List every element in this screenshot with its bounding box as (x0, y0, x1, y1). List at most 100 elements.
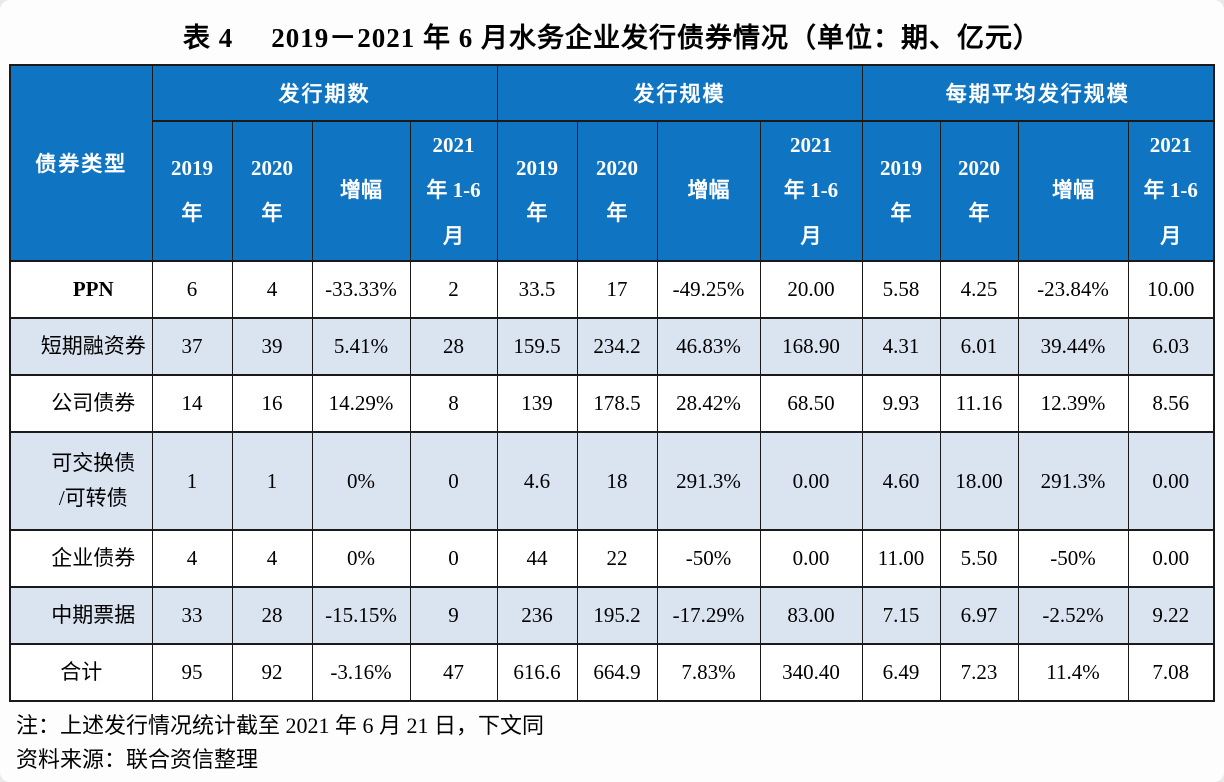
sub-header-count-year-2019: 2019 年 (151, 120, 233, 262)
data-cell: 340.40 (759, 643, 863, 702)
data-cell: -2.52% (1017, 586, 1129, 645)
data-cell: 28.42% (656, 374, 761, 433)
data-cell: 0 (409, 529, 498, 588)
data-cell: 28 (409, 317, 498, 376)
sub-header-scale-year-2020: 2020 年 (576, 120, 658, 262)
data-cell: 18.00 (939, 431, 1019, 531)
row-label: 短期融资券 (9, 317, 153, 376)
data-cell: 234.2 (576, 317, 658, 376)
data-cell: -33.33% (311, 260, 411, 319)
sub-header-avg-year-2019: 2019 年 (861, 120, 941, 262)
col-header-bond-type: 债券类型 (9, 64, 153, 262)
data-cell: 47 (409, 643, 498, 702)
data-cell: -17.29% (656, 586, 761, 645)
data-cell: 6.01 (939, 317, 1019, 376)
data-cell: 7.08 (1127, 643, 1215, 702)
data-cell: 1 (231, 431, 313, 531)
group-header-row: 债券类型 发行期数 发行规模 每期平均发行规模 (9, 64, 1215, 262)
table-row: 企业债券 4 4 0% 0 44 22 -50% 0.00 11.00 5.50 -50% 0.00 (9, 529, 1215, 588)
sub-header-count-year-2020: 2020 年 (231, 120, 313, 262)
data-cell: 12.39% (1017, 374, 1129, 433)
group-header-issue-scale: 发行规模 (496, 64, 863, 122)
data-cell: 20.00 (759, 260, 863, 319)
data-cell: 4 (151, 529, 233, 588)
table-number: 表 4 (183, 22, 234, 53)
data-cell: 0% (311, 529, 411, 588)
data-cell: 2 (409, 260, 498, 319)
data-cell: 6 (151, 260, 233, 319)
data-cell: 0 (409, 431, 498, 531)
sub-header-count-growth: 增幅 (311, 120, 411, 262)
data-cell: 39.44% (1017, 317, 1129, 376)
data-cell: 4 (231, 529, 313, 588)
row-label: 合计 (9, 643, 153, 702)
source-line: 资料来源：联合资信整理 (16, 747, 259, 773)
data-cell: 9.93 (861, 374, 941, 433)
data-cell: 139 (496, 374, 578, 433)
data-cell: 4.25 (939, 260, 1019, 319)
row-label: 中期票据 (9, 586, 153, 645)
bond-issuance-table: 债券类型 发行期数 发行规模 每期平均发行规模 2019 年 2020 年增幅 20… (9, 64, 1215, 702)
data-cell: 6.49 (861, 643, 941, 702)
data-cell: 39 (231, 317, 313, 376)
data-cell: 33 (151, 586, 233, 645)
data-cell: 5.41% (311, 317, 411, 376)
sub-header-scale-growth: 增幅 (656, 120, 761, 262)
sub-header-row: 2019 年 2020 年增幅 2021 年 1-6 月 2019 年 2020 年增幅… (10, 120, 1215, 262)
sub-header-avg-growth: 增幅 (1017, 120, 1129, 262)
data-cell: 5.50 (939, 529, 1019, 588)
data-cell: 0.00 (1127, 529, 1215, 588)
data-cell: -50% (656, 529, 761, 588)
group-header-avg-issue-scale: 每期平均发行规模 (861, 64, 1215, 122)
data-cell: 9 (409, 586, 498, 645)
table-title: 表 4 2019－2021 年 6 月水务企业发行债券情况（单位：期、亿元） (0, 10, 1224, 60)
sub-header-scale-year-2019: 2019 年 (496, 120, 578, 262)
data-cell: 7.23 (939, 643, 1019, 702)
data-cell: 9.22 (1127, 586, 1215, 645)
table-row: 可交换债 /可转债 1 1 0% 0 4.6 18 291.3% 0.00 4.60 18.00 29… (9, 431, 1215, 531)
data-cell: 159.5 (496, 317, 578, 376)
data-cell: 14.29% (311, 374, 411, 433)
data-cell: 168.90 (759, 317, 863, 376)
data-cell: -23.84% (1017, 260, 1129, 319)
sub-header-scale-year-2021-h1: 2021 年 1-6 月 (759, 120, 863, 262)
data-cell: 92 (231, 643, 313, 702)
data-cell: 11.00 (861, 529, 941, 588)
data-cell: 22 (576, 529, 658, 588)
data-cell: 291.3% (1017, 431, 1129, 531)
data-cell: 68.50 (759, 374, 863, 433)
row-label: 可交换债 /可转债 (9, 431, 153, 531)
data-cell: 195.2 (576, 586, 658, 645)
data-cell: 16 (231, 374, 313, 433)
sub-header-avg-year-2021-h1: 2021 年 1-6 月 (1127, 120, 1215, 262)
row-label: PPN (9, 260, 153, 319)
data-cell: 46.83% (656, 317, 761, 376)
data-cell: 8 (409, 374, 498, 433)
data-cell: 28 (231, 586, 313, 645)
data-cell: -50% (1017, 529, 1129, 588)
data-cell: 17 (576, 260, 658, 319)
data-cell: -3.16% (311, 643, 411, 702)
data-cell: 4.31 (861, 317, 941, 376)
data-cell: 18 (576, 431, 658, 531)
row-label: 企业债券 (9, 529, 153, 588)
data-cell: 0.00 (1127, 431, 1215, 531)
group-header-issue-count: 发行期数 (151, 64, 498, 122)
data-cell: 11.16 (939, 374, 1019, 433)
data-cell: 4.60 (861, 431, 941, 531)
data-cell: -49.25% (656, 260, 761, 319)
sub-header-count-year-2021-h1: 2021 年 1-6 月 (409, 120, 498, 262)
data-cell: 83.00 (759, 586, 863, 645)
data-cell: 236 (496, 586, 578, 645)
data-cell: 11.4% (1017, 643, 1129, 702)
data-cell: 7.83% (656, 643, 761, 702)
data-cell: 10.00 (1127, 260, 1215, 319)
data-cell: 4.6 (496, 431, 578, 531)
data-cell: 95 (151, 643, 233, 702)
data-cell: 0% (311, 431, 411, 531)
data-cell: 0.00 (759, 529, 863, 588)
data-cell: 44 (496, 529, 578, 588)
note-line: 注：上述发行情况统计截至 2021 年 6 月 21 日，下文同 (16, 713, 545, 738)
table-row: 中期票据 33 28 -15.15% 9 236 195.2 -17.29% 83.00 7.15… (9, 586, 1215, 645)
